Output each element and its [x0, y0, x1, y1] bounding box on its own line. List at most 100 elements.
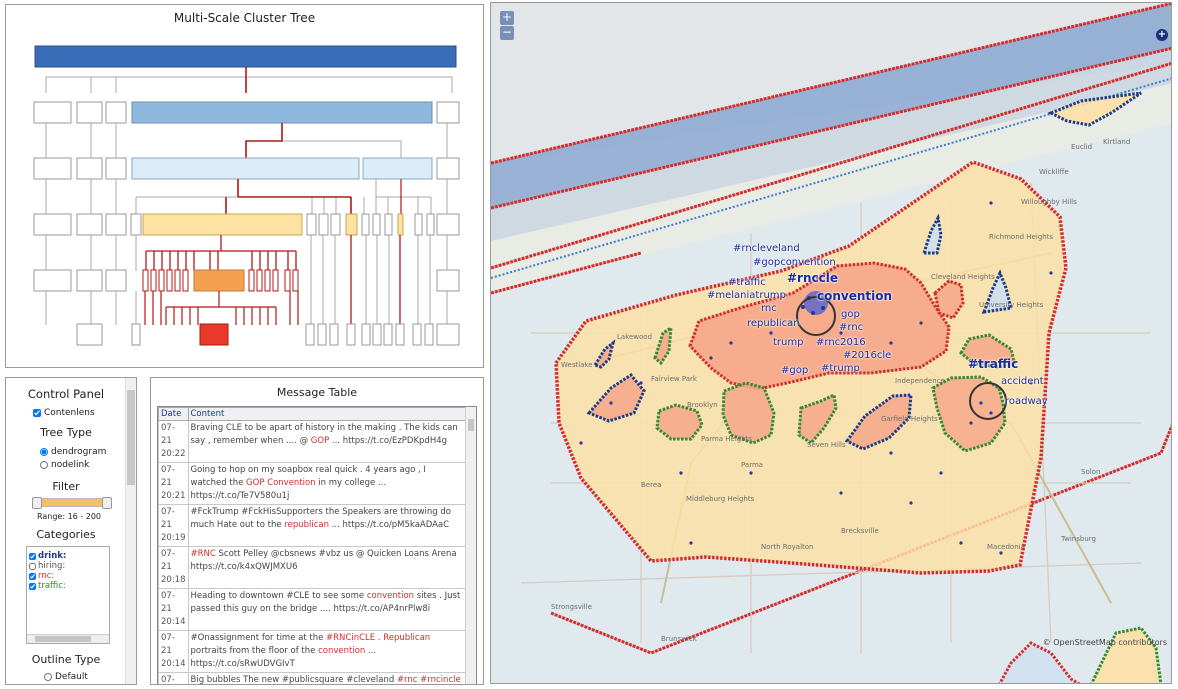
cluster-region-traffic[interactable]	[931, 375, 1007, 453]
tree-node[interactable]	[76, 213, 103, 236]
map-keyword-label[interactable]: #gop	[781, 365, 809, 376]
tree-node[interactable]	[330, 213, 341, 236]
category-traffic[interactable]: traffic:	[29, 581, 109, 591]
tree-node[interactable]	[436, 213, 460, 236]
map-keyword-label[interactable]: #rnc2016	[816, 337, 866, 348]
map-keyword-label[interactable]: #rnccle	[787, 271, 838, 285]
cluster-small[interactable]	[933, 279, 965, 320]
table-row[interactable]: 07-21 20:14 #Onassignment for time at the…	[158, 630, 466, 673]
tree-node[interactable]	[384, 213, 393, 236]
filter-range-slider[interactable]	[32, 497, 112, 509]
tree-node[interactable]	[76, 323, 103, 346]
tree-node[interactable]	[372, 213, 381, 236]
category-hiring-checkbox[interactable]	[29, 562, 36, 570]
category-rnc-checkbox[interactable]	[29, 572, 36, 580]
tree-node[interactable]	[436, 323, 460, 346]
cluster-small[interactable]	[797, 392, 838, 445]
tree-node[interactable]	[362, 157, 433, 180]
tree-node[interactable]	[33, 213, 72, 236]
map-attribution[interactable]: © OpenStreetMap contributors	[1042, 638, 1167, 647]
tree-node[interactable]	[76, 157, 103, 180]
cluster-small[interactable]	[655, 403, 704, 441]
control-panel-scrollbar[interactable]	[125, 378, 136, 684]
scrollbar-thumb[interactable]	[127, 390, 135, 485]
message-table-scrollbar[interactable]	[465, 407, 476, 684]
category-rnc[interactable]: rnc:	[29, 571, 109, 581]
map-keyword-label[interactable]: accident	[1001, 376, 1044, 387]
table-row[interactable]: 07-21 20:12Big bubbles The new #publicsq…	[158, 672, 466, 684]
categories-horizontal-scrollbar[interactable]	[27, 634, 109, 643]
tree-node[interactable]	[33, 269, 72, 292]
cluster-tree-dendrogram[interactable]	[6, 5, 483, 367]
tree-node[interactable]	[436, 101, 460, 124]
tree-node[interactable]	[105, 157, 127, 180]
map-keyword-label[interactable]: republican	[747, 318, 800, 329]
tree-node-level5-selected[interactable]	[199, 323, 229, 346]
cluster-small[interactable]	[592, 339, 616, 369]
map-keyword-label[interactable]: #rncleveland	[733, 243, 800, 254]
zoom-in-button[interactable]: +	[500, 10, 514, 25]
tree-type-dendrogram-option[interactable]: dendrogram	[40, 447, 106, 457]
tree-node[interactable]	[33, 101, 72, 124]
tree-node-root[interactable]	[34, 45, 457, 68]
table-row[interactable]: 07-21 20:14 Heading to downtown #CLE to s…	[158, 588, 466, 631]
cluster-small[interactable]	[959, 333, 1017, 369]
map-keyword-label[interactable]: gop	[841, 309, 860, 320]
table-row[interactable]: 07-21 20:19 #FckTrump #FckHisSupporters t…	[158, 504, 466, 547]
category-traffic-checkbox[interactable]	[29, 582, 36, 590]
nodelink-radio[interactable]	[40, 461, 48, 469]
tree-node[interactable]	[397, 213, 404, 236]
cluster-small[interactable]	[653, 325, 673, 366]
category-drink-checkbox[interactable]	[29, 552, 36, 560]
cluster-small[interactable]	[981, 269, 1013, 314]
cluster-small[interactable]	[721, 381, 776, 445]
tree-node[interactable]	[426, 213, 435, 236]
tree-node[interactable]	[345, 213, 358, 236]
layer-expand-icon[interactable]: +	[1156, 29, 1168, 41]
tree-node[interactable]	[76, 269, 103, 292]
map-keyword-label[interactable]: convention	[817, 289, 893, 303]
cluster-small[interactable]	[1047, 91, 1142, 127]
tree-node[interactable]	[105, 101, 127, 124]
tree-node-level3-selected[interactable]	[142, 213, 303, 236]
cluster-small[interactable]	[921, 213, 943, 255]
message-table-container[interactable]: Date Content 07-21 20:22 Braving CLE to b…	[157, 406, 477, 684]
column-header-content[interactable]: Content	[187, 407, 466, 421]
map-keyword-label[interactable]: #melaniatrump	[707, 290, 786, 301]
map-keyword-label[interactable]: rnc	[761, 303, 777, 314]
tree-node[interactable]	[130, 213, 142, 236]
cluster-small[interactable]	[586, 373, 646, 423]
tree-type-nodelink-option[interactable]: nodelink	[40, 460, 89, 470]
tree-node[interactable]	[76, 101, 103, 124]
map-keyword-label[interactable]: #2016cle	[843, 350, 892, 361]
map-view[interactable]: #rncleveland #gopconvention #rnccle #traffi…	[490, 2, 1172, 684]
map-keyword-label[interactable]: #traffic	[968, 357, 1019, 371]
column-header-date[interactable]: Date	[158, 407, 189, 421]
map-keyword-label[interactable]: #rnc	[839, 322, 864, 333]
tree-node[interactable]	[105, 213, 127, 236]
map-canvas[interactable]	[491, 3, 1172, 684]
table-row[interactable]: 07-21 20:21 Going to hop on my soapbox re…	[158, 462, 466, 505]
content-lens-traffic[interactable]	[969, 382, 1007, 420]
tree-node[interactable]	[306, 213, 317, 236]
tree-node[interactable]	[436, 269, 460, 292]
tree-node[interactable]	[436, 157, 460, 180]
map-keyword-label[interactable]: roadway	[1005, 396, 1048, 407]
tree-node-level1-selected[interactable]	[131, 101, 433, 124]
filter-max-handle[interactable]	[102, 497, 112, 509]
outer-cluster-band[interactable]	[491, 3, 1172, 208]
cluster-small[interactable]	[844, 393, 913, 451]
tree-node[interactable]	[318, 213, 329, 236]
tree-node[interactable]	[361, 213, 370, 236]
contentlens-checkbox[interactable]	[33, 409, 41, 417]
scrollbar-thumb[interactable]	[468, 419, 474, 431]
content-lens-rnc[interactable]	[796, 296, 836, 336]
map-keyword-label[interactable]: #traffic	[728, 277, 766, 288]
tree-node[interactable]	[105, 269, 127, 292]
map-keyword-label[interactable]: #gopconvention	[753, 257, 836, 268]
cluster-small[interactable]	[998, 641, 1081, 684]
zoom-out-button[interactable]: −	[500, 25, 514, 40]
dendrogram-radio[interactable]	[40, 448, 48, 456]
cluster-small[interactable]	[1090, 626, 1163, 684]
tree-node-level4-selected[interactable]	[193, 269, 245, 292]
